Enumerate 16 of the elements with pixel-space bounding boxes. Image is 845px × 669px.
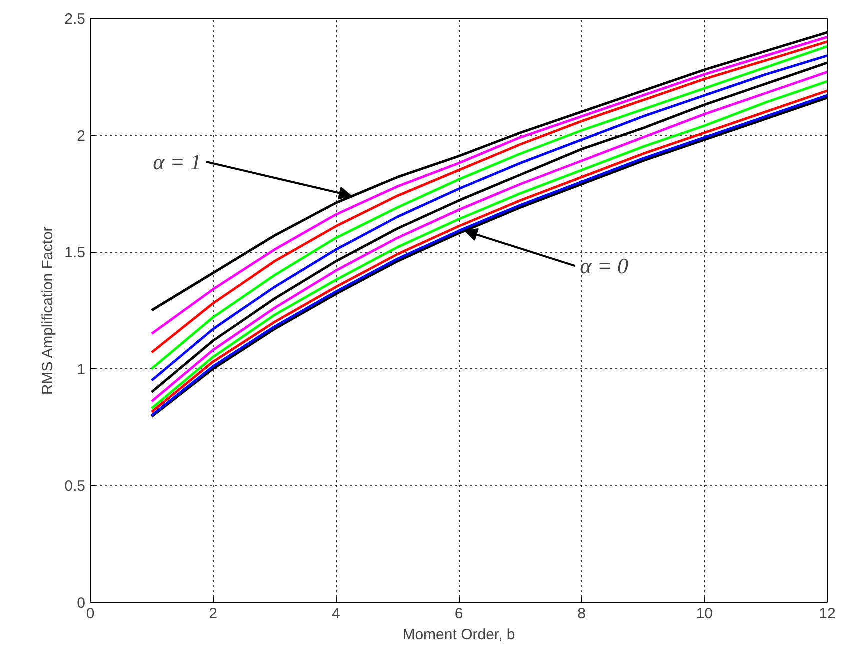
x-tick-label: 8 — [578, 606, 586, 622]
y-axis-title: RMS Amplification Factor — [40, 226, 57, 396]
x-axis-title: Moment Order, b — [402, 626, 516, 644]
x-tick-label: 6 — [454, 606, 464, 622]
x-tick-label: 2 — [209, 606, 218, 622]
y-tick-label: 1 — [77, 361, 86, 378]
y-tick-label: 2 — [77, 128, 86, 145]
annotation: α = 1 — [153, 150, 202, 175]
y-tick-label: 0.5 — [64, 478, 86, 496]
y-tick-label: 0 — [77, 595, 86, 612]
x-tick-label: 12 — [819, 606, 836, 622]
x-tick-label: 4 — [332, 606, 340, 622]
annotation: α = 0 — [580, 254, 629, 279]
y-tick-label: 2.5 — [64, 11, 86, 28]
x-tick-label: 10 — [696, 606, 714, 622]
y-tick-label: 1.5 — [64, 244, 86, 262]
